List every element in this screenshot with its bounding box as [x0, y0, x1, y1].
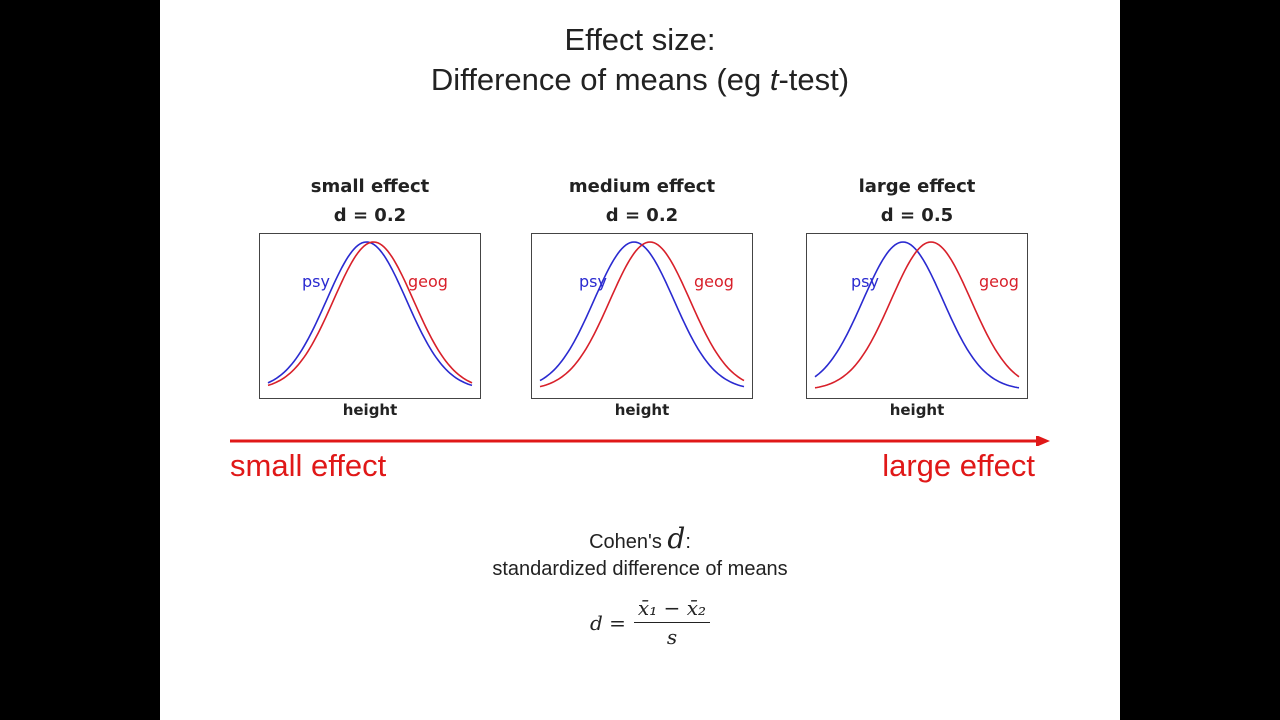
cohens-d-description: standardized difference of means — [492, 558, 788, 580]
scale-large-effect: large effect — [882, 448, 1035, 483]
label-geog: geog — [694, 272, 734, 291]
panel-medium-effect: medium effect d = 0.2 psy geog height — [531, 172, 753, 419]
label-psy: psy — [851, 272, 879, 291]
distribution-plot: psy geog — [806, 233, 1028, 399]
formula-numerator: x̄₁ − x̄₂ — [633, 596, 710, 623]
curve-psy — [814, 241, 1020, 389]
title-line-2: Difference of means (eg t-test) — [160, 60, 1120, 100]
curve-psy — [539, 241, 745, 388]
x-axis-label: height — [889, 401, 945, 419]
slide: Effect size: Difference of means (eg t-t… — [160, 0, 1120, 720]
distribution-plot: psy geog — [259, 233, 481, 399]
label-geog: geog — [979, 272, 1019, 291]
formula-denominator: s — [666, 625, 678, 649]
distribution-plot: psy geog — [531, 233, 753, 399]
effect-arrow — [230, 436, 1050, 446]
panel-d-value: d = 0.5 — [880, 205, 954, 226]
cohen-symbol: d — [667, 522, 686, 555]
title-t: t — [769, 62, 779, 97]
label-psy: psy — [302, 272, 330, 291]
label-psy: psy — [579, 272, 607, 291]
cohen-label: Cohen's — [589, 531, 668, 553]
curve-geog — [814, 241, 1020, 389]
title-text: Difference of means (eg — [430, 62, 770, 97]
title-line-1: Effect size: — [564, 22, 716, 57]
x-axis-label: height — [342, 401, 398, 419]
panel-d-value: d = 0.2 — [605, 205, 679, 226]
slide-title: Effect size: Difference of means (eg t-t… — [160, 20, 1120, 100]
panel-title: small effect — [310, 176, 430, 197]
curve-geog — [539, 241, 745, 388]
cohen-colon: : — [685, 531, 691, 553]
label-geog: geog — [408, 272, 448, 291]
title-text-end: -test) — [778, 62, 850, 97]
panel-large-effect: large effect d = 0.5 psy geog height — [806, 172, 1028, 419]
cohens-d-heading: Cohen's d: — [160, 522, 1120, 555]
panel-title: medium effect — [568, 176, 716, 197]
panel-title: large effect — [858, 176, 976, 197]
x-axis-label: height — [614, 401, 670, 419]
cohens-d-formula: d = x̄₁ − x̄₂ s — [590, 596, 710, 649]
panel-d-value: d = 0.2 — [333, 205, 407, 226]
formula-fraction: x̄₁ − x̄₂ s — [633, 596, 710, 649]
panel-small-effect: small effect d = 0.2 psy geog height — [259, 172, 481, 419]
formula-lhs: d = — [590, 610, 626, 635]
scale-small-effect: small effect — [230, 448, 387, 483]
curve-geog — [267, 241, 473, 387]
